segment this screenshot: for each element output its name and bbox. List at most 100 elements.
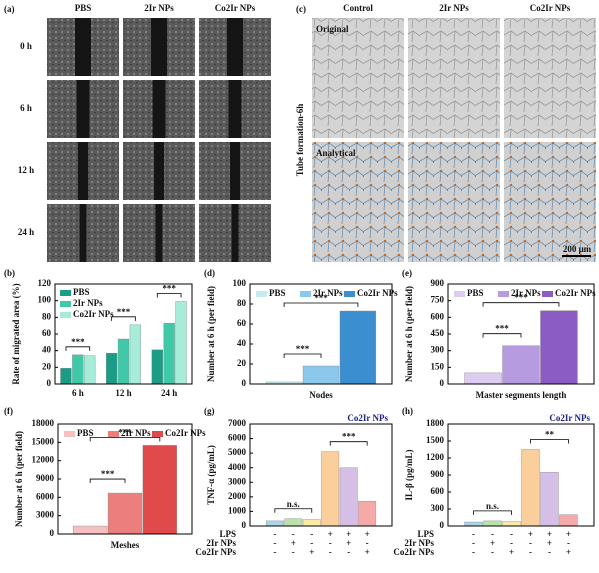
condition-sign: - bbox=[273, 538, 276, 548]
y-tick-label: 2000 bbox=[228, 491, 247, 501]
condition-sign: - bbox=[510, 529, 513, 539]
bar bbox=[540, 471, 559, 527]
significance-label: *** bbox=[342, 432, 356, 442]
bar bbox=[265, 520, 284, 527]
condition-sign: + bbox=[291, 538, 296, 548]
condition-sign: - bbox=[491, 547, 494, 557]
column-header: 2Ir NPs bbox=[144, 3, 174, 13]
significance-bracket bbox=[274, 508, 313, 513]
y-tick-label: 40 bbox=[237, 338, 247, 348]
y-tick-label: 150 bbox=[431, 361, 445, 371]
y-tick-label: 5000 bbox=[228, 447, 247, 457]
condition-sign: - bbox=[310, 529, 313, 539]
y-tick-label: 3000 bbox=[36, 510, 55, 520]
condition-sign: + bbox=[346, 529, 351, 539]
column-header: Co2Ir NPs bbox=[215, 3, 256, 13]
legend-swatch bbox=[454, 291, 465, 297]
significance-bracket bbox=[283, 302, 359, 307]
condition-sign: - bbox=[510, 538, 513, 548]
y-axis-label: Number at 6 h (per field) bbox=[404, 286, 414, 382]
significance-label: n.s. bbox=[287, 499, 300, 509]
y-tick-label: 600 bbox=[431, 311, 445, 321]
y-tick-label: 18000 bbox=[32, 418, 55, 428]
y-axis-label: Number at 6 h (per field) bbox=[14, 431, 24, 527]
legend-swatch bbox=[60, 301, 71, 307]
y-axis-label: Number at 6 h (per field) bbox=[206, 286, 216, 382]
legend-label: 2Ir NPs bbox=[121, 428, 151, 438]
y-axis-label: TNF-α (pg/mL) bbox=[206, 445, 216, 505]
condition-name: Co2Ir NPs bbox=[393, 547, 434, 557]
tube-image bbox=[408, 142, 500, 262]
y-tick-label: 1200 bbox=[426, 452, 445, 462]
y-tick-label: 80 bbox=[42, 311, 52, 321]
bar bbox=[163, 322, 175, 385]
condition-sign: - bbox=[329, 538, 332, 548]
legend-label: Co2Ir NPs bbox=[555, 288, 596, 298]
condition-sign: + bbox=[547, 538, 552, 548]
plot-frame bbox=[447, 423, 595, 527]
x-tick-label: 24 h bbox=[161, 388, 177, 398]
wound-gap bbox=[76, 80, 90, 138]
row-label: 0 h bbox=[20, 41, 32, 51]
y-tick-label: 900 bbox=[431, 278, 445, 288]
y-axis-label: IL-β (pg/mL) bbox=[404, 450, 414, 501]
bar bbox=[502, 345, 540, 385]
significance-bracket bbox=[111, 316, 136, 321]
condition-name: LPS bbox=[417, 529, 434, 539]
tube-image bbox=[312, 18, 404, 138]
bar bbox=[84, 355, 96, 385]
legend-swatch bbox=[300, 291, 311, 297]
plot-frame bbox=[249, 423, 393, 527]
significance-label: *** bbox=[495, 324, 509, 334]
bar bbox=[72, 354, 84, 385]
condition-sign: - bbox=[472, 547, 475, 557]
scale-bar-label: 200 μm bbox=[563, 244, 592, 254]
y-tick-label: 20 bbox=[237, 358, 247, 368]
y-tick-label: 3000 bbox=[228, 476, 247, 486]
condition-name: LPS bbox=[219, 529, 236, 539]
legend-label: 2Ir NPs bbox=[511, 288, 541, 298]
bar bbox=[302, 519, 321, 527]
y-tick-label: 1000 bbox=[228, 505, 247, 515]
significance-bracket bbox=[283, 353, 322, 358]
bar bbox=[559, 514, 578, 527]
significance-label: *** bbox=[118, 427, 132, 437]
y-tick-label: 0 bbox=[242, 520, 247, 530]
x-axis-label: Nodes bbox=[309, 390, 333, 400]
panel-label: (c) bbox=[296, 4, 306, 14]
condition-sign: + bbox=[528, 529, 533, 539]
legend-swatch bbox=[60, 290, 71, 296]
condition-name: Co2Ir NPs bbox=[195, 547, 236, 557]
column-header: 2Ir NPs bbox=[439, 3, 469, 13]
y-tick-label: 120 bbox=[38, 278, 52, 288]
condition-sign: - bbox=[472, 529, 475, 539]
bar bbox=[464, 521, 483, 527]
y-tick-label: 9000 bbox=[36, 473, 55, 483]
condition-sign: - bbox=[567, 538, 570, 548]
legend-swatch bbox=[60, 312, 71, 318]
plot-frame bbox=[57, 423, 193, 535]
y-tick-label: 12000 bbox=[32, 455, 55, 465]
legend-swatch bbox=[152, 431, 163, 437]
bar bbox=[107, 492, 143, 535]
panel-label: (h) bbox=[402, 406, 413, 416]
bar bbox=[321, 451, 340, 527]
significance-bracket bbox=[329, 441, 368, 446]
wound-gap bbox=[231, 204, 239, 262]
y-tick-label: 900 bbox=[431, 469, 445, 479]
y-tick-label: 7000 bbox=[228, 418, 247, 428]
y-tick-label: 0 bbox=[440, 378, 445, 388]
legend-swatch bbox=[64, 431, 75, 437]
y-tick-label: 450 bbox=[431, 328, 445, 338]
tube-image bbox=[504, 142, 596, 262]
condition-sign: + bbox=[566, 547, 571, 557]
row-label: 6 h bbox=[20, 103, 32, 113]
y-tick-label: 4000 bbox=[228, 462, 247, 472]
legend-label: PBS bbox=[269, 288, 286, 298]
condition-sign: + bbox=[490, 538, 495, 548]
wound-gap bbox=[78, 142, 88, 200]
y-tick-label: 300 bbox=[431, 345, 445, 355]
legend-note: Co2Ir NPs bbox=[549, 413, 590, 423]
bar bbox=[142, 445, 177, 535]
